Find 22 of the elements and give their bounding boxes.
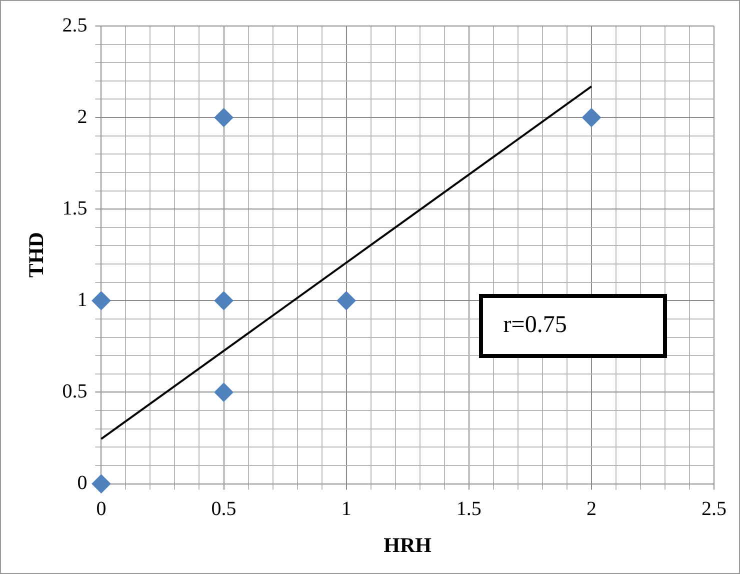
x-tick-label: 2 [586, 498, 596, 520]
point [582, 108, 601, 128]
point [92, 291, 111, 310]
y-axis-title: THD [24, 232, 48, 278]
x-tick-label: 0.5 [211, 498, 236, 520]
y-tick-label: 0.5 [62, 380, 88, 402]
x-tick-label: 1 [341, 498, 352, 520]
y-tick-label: 2 [77, 106, 88, 128]
x-tick-label: 2.5 [702, 498, 726, 520]
text-box: r=0.75 [479, 294, 668, 358]
point [336, 291, 356, 310]
y-tick-label: 1.5 [62, 197, 88, 220]
point [214, 382, 234, 402]
point [214, 108, 234, 128]
point [214, 291, 234, 310]
y-tick-label: 2.5 [62, 14, 88, 36]
y-tick-label: 0 [77, 472, 88, 494]
x-axis-title: HRH [384, 532, 432, 557]
x-tick-label: 0 [96, 498, 106, 520]
y-tick-label: 1 [77, 288, 88, 311]
x-tick-label: 1.5 [456, 498, 482, 520]
point [92, 474, 111, 494]
